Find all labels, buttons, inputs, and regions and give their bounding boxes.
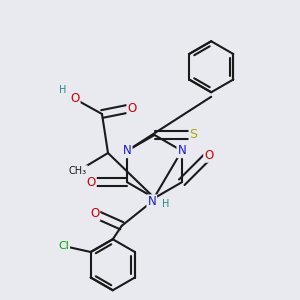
Text: H: H	[162, 199, 170, 209]
Text: O: O	[70, 92, 80, 106]
Text: S: S	[190, 128, 197, 142]
Text: O: O	[204, 149, 213, 162]
Text: H: H	[59, 85, 67, 95]
Text: O: O	[87, 176, 96, 189]
Text: N: N	[177, 144, 186, 157]
Text: N: N	[147, 195, 156, 208]
Text: CH₃: CH₃	[69, 166, 87, 176]
Text: N: N	[123, 144, 132, 157]
Text: O: O	[128, 101, 136, 115]
Text: O: O	[90, 207, 99, 220]
Text: Cl: Cl	[58, 241, 69, 251]
